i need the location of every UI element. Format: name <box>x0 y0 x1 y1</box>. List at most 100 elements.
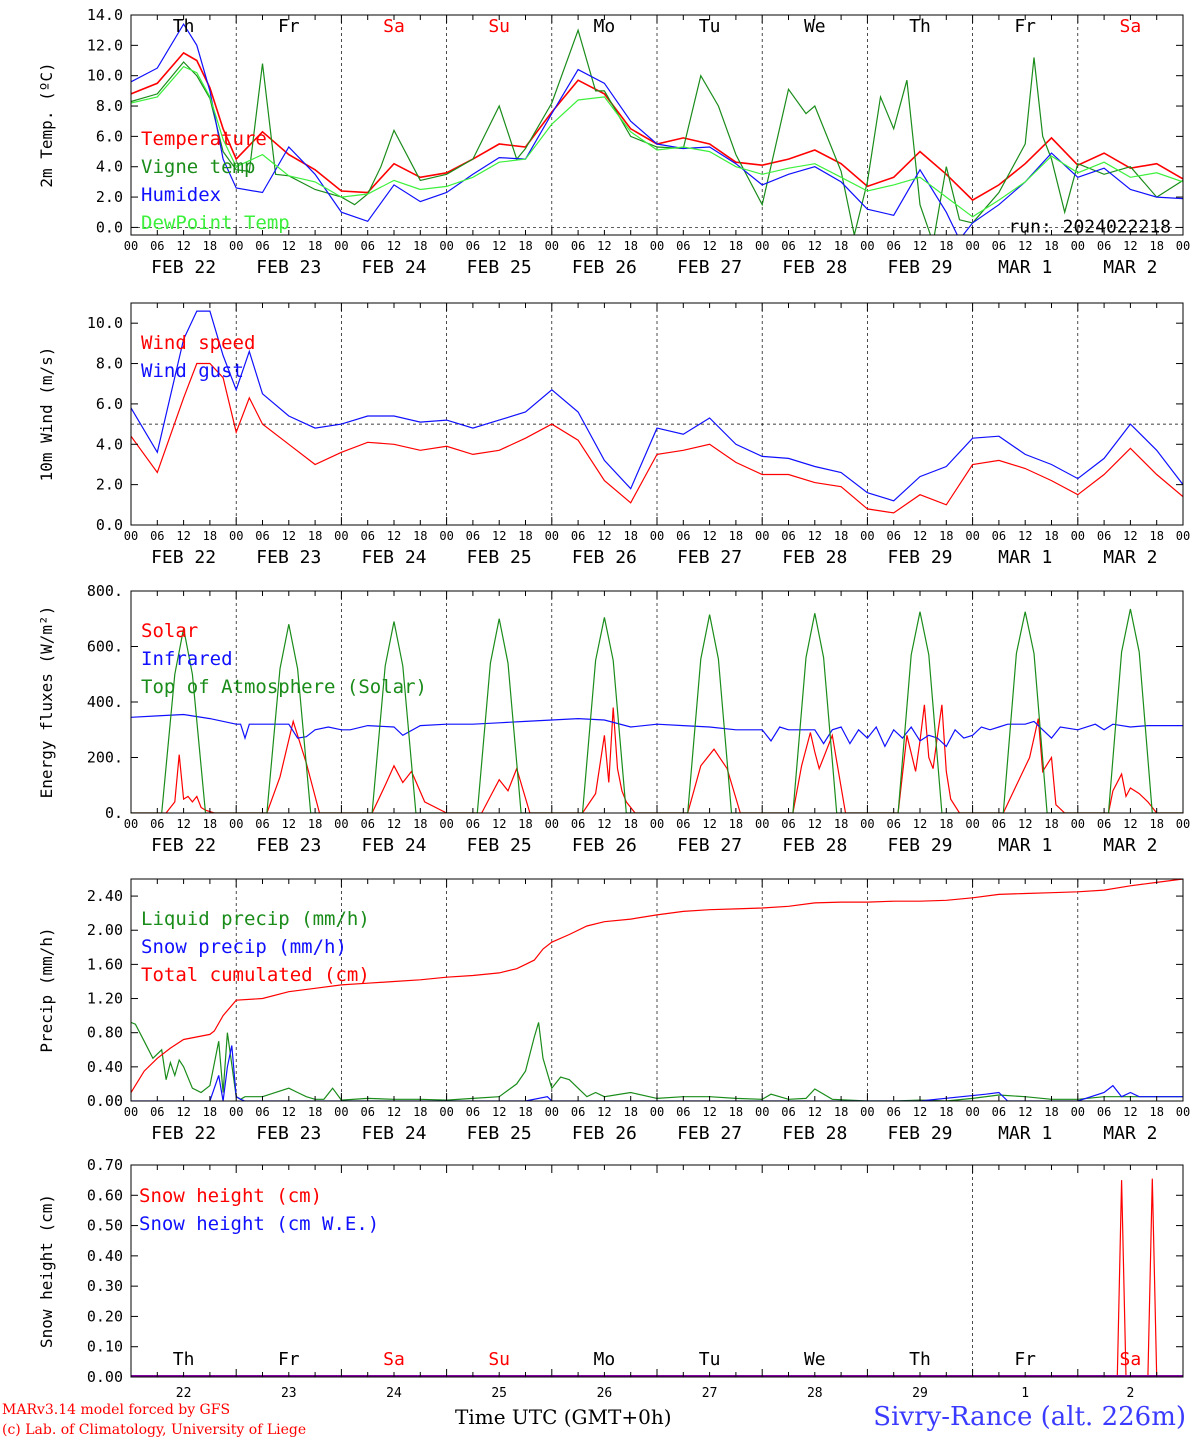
series-line-humidex <box>131 22 1183 235</box>
x-hour-label: 06 <box>255 239 269 253</box>
x-hour-label: 06 <box>571 529 585 543</box>
x-hour-label: 06 <box>886 817 900 831</box>
x-hour-label: 18 <box>518 529 532 543</box>
weekday-label: Tu <box>699 1349 721 1370</box>
x-date-label: MAR 2 <box>1103 1123 1157 1144</box>
y-tick-label: 4.0 <box>96 158 123 176</box>
day-number-label: 29 <box>912 1386 928 1401</box>
day-number-label: 23 <box>281 1386 297 1401</box>
x-hour-label: 18 <box>1149 529 1163 543</box>
weekday-label: Th <box>909 1349 931 1370</box>
x-hour-label: 00 <box>1071 1105 1085 1119</box>
x-hour-label: 18 <box>623 239 637 253</box>
x-date-label: MAR 1 <box>998 835 1052 856</box>
x-hour-label: 06 <box>255 529 269 543</box>
x-date-label: FEB 29 <box>887 257 952 278</box>
x-hour-label: 12 <box>176 1105 190 1119</box>
x-hour-label: 00 <box>1176 239 1190 253</box>
x-hour-label: 18 <box>834 529 848 543</box>
y-tick-label: 2.40 <box>87 887 123 905</box>
x-hour-label: 06 <box>676 1105 690 1119</box>
x-hour-label: 12 <box>387 239 401 253</box>
x-hour-label: 00 <box>334 239 348 253</box>
x-hour-label: 06 <box>781 529 795 543</box>
weekday-label: We <box>804 1349 826 1370</box>
x-hour-label: 00 <box>965 817 979 831</box>
y-axis-label: Precip (mm/h) <box>37 927 56 1052</box>
weekday-label: Mo <box>594 16 616 37</box>
legend-entry: Snow height (cm W.E.) <box>139 1213 379 1235</box>
x-hour-label: 12 <box>913 239 927 253</box>
legend-entry: Total cumulated (cm) <box>141 964 370 986</box>
x-date-label: FEB 27 <box>677 257 742 278</box>
x-hour-label: 00 <box>650 529 664 543</box>
x-hour-label: 18 <box>623 817 637 831</box>
x-hour-label: 06 <box>466 529 480 543</box>
x-hour-label: 06 <box>886 529 900 543</box>
y-tick-label: 14.0 <box>87 6 123 24</box>
x-hour-label: 18 <box>1044 1105 1058 1119</box>
x-hour-label: 06 <box>1097 529 1111 543</box>
x-date-label: FEB 27 <box>677 835 742 856</box>
x-hour-label: 12 <box>1018 1105 1032 1119</box>
x-hour-label: 06 <box>781 817 795 831</box>
weekday-label: Su <box>488 1349 510 1370</box>
x-hour-label: 00 <box>439 817 453 831</box>
y-tick-label: 0.20 <box>87 1307 123 1325</box>
x-hour-label: 12 <box>702 529 716 543</box>
y-axis-label: Snow height (cm) <box>37 1194 56 1348</box>
x-hour-label: 12 <box>913 817 927 831</box>
weekday-label: Sa <box>383 1349 405 1370</box>
x-hour-label: 00 <box>1071 529 1085 543</box>
x-hour-label: 06 <box>255 817 269 831</box>
x-hour-label: 12 <box>1018 529 1032 543</box>
day-number-label: 26 <box>597 1386 613 1401</box>
x-hour-label: 12 <box>492 529 506 543</box>
legend-entry: Wind gust <box>141 360 244 382</box>
day-number-label: 25 <box>491 1386 507 1401</box>
x-hour-label: 06 <box>150 817 164 831</box>
x-hour-label: 18 <box>834 239 848 253</box>
x-date-label: FEB 24 <box>361 547 426 568</box>
weekday-label: Fr <box>1014 16 1036 37</box>
x-hour-label: 12 <box>702 239 716 253</box>
weekday-label: Tu <box>699 16 721 37</box>
x-hour-label: 00 <box>545 529 559 543</box>
x-hour-label: 06 <box>466 239 480 253</box>
x-hour-label: 18 <box>1044 239 1058 253</box>
x-date-label: FEB 27 <box>677 1123 742 1144</box>
x-hour-label: 00 <box>124 817 138 831</box>
legend-entry: Temperature <box>141 128 267 150</box>
y-tick-label: 12.0 <box>87 36 123 54</box>
x-hour-label: 06 <box>992 1105 1006 1119</box>
x-date-label: FEB 27 <box>677 547 742 568</box>
x-date-label: FEB 24 <box>361 1123 426 1144</box>
x-hour-label: 12 <box>597 529 611 543</box>
x-hour-label: 00 <box>1176 1105 1190 1119</box>
x-hour-label: 12 <box>808 817 822 831</box>
x-hour-label: 18 <box>729 817 743 831</box>
weekday-label: Sa <box>1120 16 1142 37</box>
x-hour-label: 00 <box>860 817 874 831</box>
weekday-label: Fr <box>278 1349 300 1370</box>
legend-entry: Liquid precip (mm/h) <box>141 908 370 930</box>
y-tick-label: 0.40 <box>87 1058 123 1076</box>
x-hour-label: 12 <box>1123 1105 1137 1119</box>
y-tick-label: 400. <box>87 693 123 711</box>
series-line-dewpoint-temp <box>131 65 1183 218</box>
x-hour-label: 00 <box>229 529 243 543</box>
x-hour-label: 12 <box>1123 817 1137 831</box>
y-tick-label: 0. <box>105 804 123 822</box>
x-hour-label: 06 <box>781 239 795 253</box>
x-hour-label: 00 <box>755 239 769 253</box>
x-date-label: MAR 2 <box>1103 835 1157 856</box>
x-hour-label: 00 <box>229 239 243 253</box>
x-hour-label: 12 <box>808 1105 822 1119</box>
y-tick-label: 0.80 <box>87 1024 123 1042</box>
x-date-label: FEB 23 <box>256 547 321 568</box>
series-line-liquid-precip-mm-h- <box>131 1021 1183 1101</box>
x-hour-label: 12 <box>176 239 190 253</box>
y-tick-label: 4.0 <box>96 435 123 453</box>
x-hour-label: 00 <box>334 1105 348 1119</box>
series-line-snow-precip-mm-h- <box>131 1045 1183 1101</box>
